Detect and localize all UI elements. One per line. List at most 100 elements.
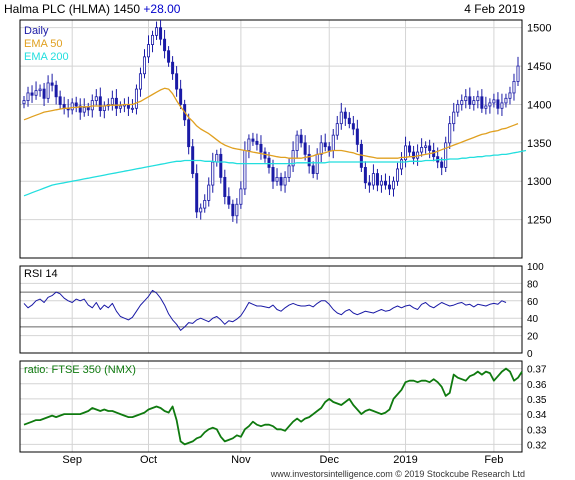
- footer-copyright: © 2019 Stockcube Research Ltd: [395, 469, 525, 479]
- candle-body: [335, 123, 339, 136]
- ema-50-line: [23, 87, 519, 159]
- candle-body: [355, 128, 359, 145]
- candle-body: [114, 97, 118, 109]
- price-change: +28.00: [143, 2, 181, 16]
- price-tick-label: 1450: [527, 61, 551, 73]
- candle-body: [26, 92, 30, 102]
- candle-body: [94, 96, 98, 102]
- ratio-tick-label: 0.36: [527, 380, 547, 391]
- candle-body: [259, 143, 263, 153]
- candle-body: [42, 88, 46, 99]
- rsi-tick-label: 0: [527, 349, 533, 360]
- rsi-tick-label: 40: [527, 314, 539, 325]
- candle-body: [211, 161, 215, 186]
- candle-body: [400, 159, 404, 170]
- footer-source: www.investorsintelligence.com: [270, 469, 393, 479]
- candle-body: [488, 102, 492, 107]
- candle-body: [315, 153, 319, 174]
- candle-body: [480, 96, 484, 109]
- candle-body: [287, 165, 291, 178]
- candle-body: [452, 111, 456, 125]
- candle-body: [440, 161, 444, 168]
- candle-body: [271, 167, 275, 182]
- candle-body: [58, 96, 62, 105]
- candle-body: [476, 96, 480, 102]
- panel-frame: [19, 360, 523, 453]
- candle-body: [163, 38, 167, 52]
- axis-tick-labels: 1250 1300 1350 1400 1450 1500 0 20 40 60 80 100 0.32…: [62, 23, 551, 466]
- candle-body: [508, 92, 512, 99]
- candle-body: [484, 105, 488, 109]
- candle-body: [387, 184, 391, 190]
- candle-body: [347, 117, 351, 125]
- x-tick-label: Nov: [231, 454, 251, 466]
- candle-body: [187, 119, 191, 148]
- candle-body: [78, 105, 82, 113]
- candle-body: [74, 102, 78, 107]
- ratio-tick-label: 0.33: [527, 425, 547, 436]
- candle-body: [500, 102, 504, 109]
- grid-lines: [20, 20, 522, 452]
- candle-body: [255, 140, 259, 145]
- panel-frame: [19, 19, 523, 259]
- candle-body: [404, 145, 408, 161]
- candle-body: [512, 81, 516, 94]
- candle-body: [175, 73, 179, 90]
- candle-body: [343, 111, 347, 119]
- price-candles: [22, 20, 520, 224]
- candle-body: [243, 150, 247, 190]
- candle-body: [379, 180, 383, 186]
- candle-body: [118, 105, 122, 109]
- title-text: Halma PLC (HLMA) 1450: [4, 2, 141, 16]
- candle-body: [171, 61, 175, 75]
- candle-body: [391, 180, 395, 190]
- candle-body: [199, 207, 203, 213]
- candle-body: [235, 203, 239, 217]
- candle-body: [46, 82, 50, 99]
- ema-200-line: [23, 149, 527, 197]
- candle-body: [375, 173, 379, 186]
- candle-body: [34, 90, 38, 96]
- candle-body: [351, 123, 355, 130]
- candle-body: [134, 88, 138, 109]
- candle-body: [54, 84, 58, 98]
- footer-credit: www.investorsintelligence.com © 2019 Sto…: [271, 469, 525, 479]
- price-tick-label: 1400: [527, 99, 551, 111]
- candle-body: [323, 142, 327, 148]
- x-tick-label: 2019: [393, 454, 417, 466]
- ratio-tick-label: 0.34: [527, 410, 547, 421]
- rsi-tick-label: 100: [527, 262, 544, 273]
- candle-body: [339, 111, 343, 125]
- chart-title: Halma PLC (HLMA) 1450 +28.00: [4, 2, 180, 16]
- candle-body: [38, 88, 42, 92]
- candle-body: [223, 176, 227, 197]
- candle-body: [492, 99, 496, 104]
- candle-body: [408, 145, 412, 153]
- x-tick-label: Sep: [62, 454, 82, 466]
- candle-body: [147, 44, 151, 58]
- candle-body: [82, 107, 86, 113]
- candle-body: [283, 176, 287, 186]
- candle-body: [70, 102, 74, 111]
- candle-body: [227, 196, 231, 205]
- candle-body: [516, 65, 520, 82]
- price-tick-label: 1350: [527, 138, 551, 150]
- ratio-legend: ratio: FTSE 350 (NMX): [24, 364, 136, 376]
- candle-body: [159, 27, 163, 40]
- price-legend-item: EMA 50: [24, 38, 63, 50]
- x-tick-label: Dec: [319, 454, 339, 466]
- candle-body: [456, 104, 460, 113]
- candle-body: [472, 100, 476, 105]
- x-tick-label: Feb: [484, 454, 503, 466]
- candle-body: [279, 176, 283, 186]
- candle-body: [295, 134, 299, 151]
- rsi-legend: RSI 14: [24, 268, 58, 280]
- chart-date: 4 Feb 2019: [464, 2, 525, 16]
- candle-body: [363, 167, 367, 184]
- candle-body: [90, 100, 94, 111]
- candle-body: [504, 97, 508, 104]
- candle-body: [219, 153, 223, 178]
- candle-body: [142, 56, 146, 75]
